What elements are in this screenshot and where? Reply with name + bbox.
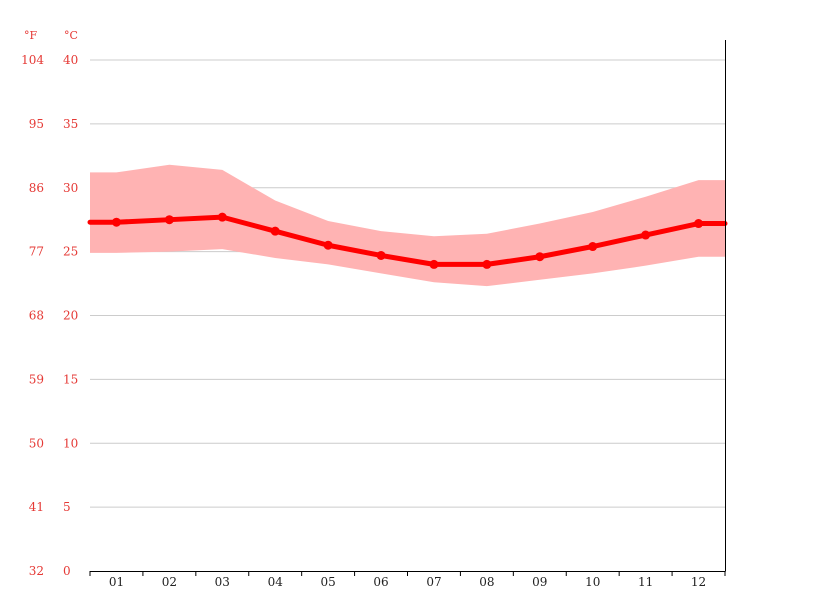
x-tick-label: 07 <box>426 575 441 589</box>
data-point <box>482 259 492 269</box>
x-tick-label: 03 <box>215 575 230 589</box>
x-tick-label: 10 <box>585 575 600 589</box>
y-tick-label-f: 95 <box>29 117 44 131</box>
y-tick-label-f: 77 <box>29 245 44 259</box>
data-point <box>694 219 704 229</box>
y-tick-label-c: 15 <box>63 372 78 386</box>
data-point <box>535 252 545 262</box>
y-tick-label-f: 104 <box>21 53 44 67</box>
x-tick-label: 09 <box>532 575 547 589</box>
y-tick-label-c: 0 <box>63 564 71 578</box>
data-point <box>588 242 598 252</box>
data-point <box>164 215 174 225</box>
y-tick-label-f: 68 <box>29 309 44 323</box>
data-point <box>429 259 439 269</box>
x-tick-label: 06 <box>373 575 388 589</box>
y-tick-label-c: 10 <box>63 436 78 450</box>
y-tick-label-c: 25 <box>63 245 78 259</box>
mean-temperature-line <box>87 214 728 267</box>
y-tick-label-f: 86 <box>29 181 44 195</box>
unit-fahrenheit-label: °F <box>24 29 38 42</box>
data-point <box>111 217 121 227</box>
data-point <box>270 226 280 236</box>
x-tick-label: 05 <box>320 575 335 589</box>
x-tick-label: 04 <box>268 575 284 589</box>
y-tick-label-c: 5 <box>63 500 71 514</box>
x-tick-label: 12 <box>691 575 706 589</box>
y-tick-label-c: 20 <box>63 309 78 323</box>
y-tick-label-c: 30 <box>63 181 78 195</box>
x-tick-label: 02 <box>162 575 177 589</box>
y-tick-label-c: 35 <box>63 117 78 131</box>
y-tick-label-c: 40 <box>63 53 78 67</box>
x-tick-label: 01 <box>109 575 124 589</box>
y-tick-label-f: 32 <box>29 564 44 578</box>
data-point <box>641 230 651 240</box>
x-tick-label: 08 <box>479 575 494 589</box>
y-tick-label-f: 59 <box>29 372 44 386</box>
data-point <box>217 212 227 222</box>
temperature-range-band <box>90 164 725 287</box>
data-point <box>323 240 333 250</box>
y-tick-label-f: 50 <box>29 436 44 450</box>
y-tick-label-f: 41 <box>29 500 44 514</box>
x-tick-label: 11 <box>638 575 653 589</box>
data-point <box>376 250 386 260</box>
unit-celsius-label: °C <box>64 29 78 42</box>
